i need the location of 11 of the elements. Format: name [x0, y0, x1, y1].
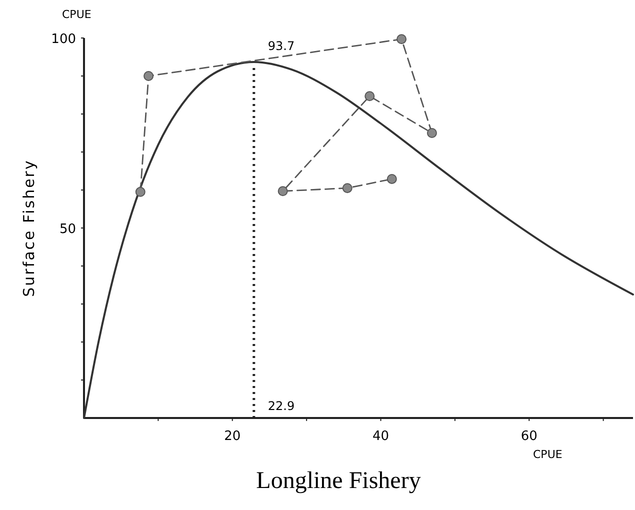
x-axis-title: Longline Fishery [256, 468, 421, 494]
text: CPUE [533, 448, 562, 461]
x-tick-label: 60 [520, 429, 538, 444]
x-tick-label: 40 [372, 429, 390, 444]
text: CPUE [62, 8, 92, 21]
annotation: 22.9 [268, 399, 295, 413]
y-axis-title: Surface Fishery [20, 159, 38, 297]
y-tick-label: 100 [51, 32, 76, 47]
x-tick-label: 20 [224, 429, 241, 444]
annotation: 93.7 [268, 38, 295, 53]
y-tick-label: 50 [59, 222, 76, 237]
